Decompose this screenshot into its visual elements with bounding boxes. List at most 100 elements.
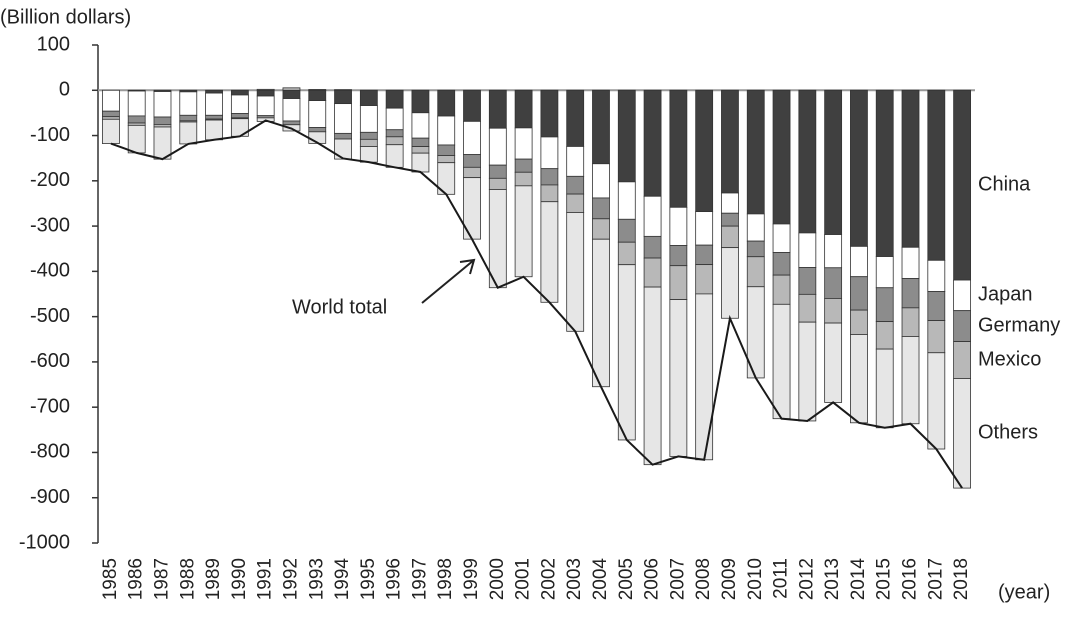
bar-segment <box>385 136 404 146</box>
bar-segment <box>695 264 714 295</box>
bar-segment <box>540 89 559 138</box>
bar-segment <box>385 129 404 138</box>
bar-segment <box>514 158 533 173</box>
bar-segment <box>359 89 378 106</box>
bar-segment <box>359 138 378 147</box>
bar-segment <box>669 299 688 457</box>
bar-segment <box>953 89 972 281</box>
bar-segment <box>308 127 327 133</box>
bar-segment <box>540 201 559 303</box>
bar-segment <box>153 91 172 118</box>
bar-segment <box>592 89 610 165</box>
y-tick-label: 100 <box>37 33 70 55</box>
y-tick-label: -500 <box>30 305 70 327</box>
bar-segment <box>901 336 920 425</box>
bar-segment <box>927 259 946 292</box>
bar-segment <box>385 144 404 168</box>
bar-segment <box>875 256 894 289</box>
bar-segment <box>566 193 585 213</box>
bar-segment <box>798 267 817 295</box>
bar-segment <box>359 105 378 133</box>
bar-segment <box>721 212 739 227</box>
bar-segment <box>772 303 791 420</box>
bar-segment <box>643 257 662 288</box>
bar-segment <box>746 89 765 215</box>
x-tick-label: 2012 <box>796 558 817 600</box>
bar-segment <box>643 195 662 237</box>
y-tick-label: -800 <box>30 441 70 463</box>
bar-segment <box>385 89 404 109</box>
bar-segment <box>617 264 636 441</box>
y-axis-label: (Billion dollars) <box>0 6 131 28</box>
bar-segment <box>850 334 868 424</box>
bar-segment <box>643 235 662 259</box>
x-tick-label: 2013 <box>822 558 843 600</box>
bar-segment <box>411 146 430 154</box>
bar-segment <box>695 89 714 213</box>
bar-segment <box>901 307 920 337</box>
x-tick-label: 2003 <box>564 558 585 600</box>
bar-segment <box>746 240 765 258</box>
bar-segment <box>540 168 559 186</box>
x-tick-label: 2014 <box>848 558 869 601</box>
x-tick-label: 2009 <box>719 558 740 600</box>
x-tick-label: 1999 <box>461 558 482 600</box>
x-tick-label: 2000 <box>487 558 508 600</box>
series-label: Mexico <box>978 348 1041 370</box>
bar-segment <box>230 94 249 114</box>
bar-segment <box>824 234 843 269</box>
bar-segment <box>617 218 636 243</box>
line-annotation: World total <box>292 296 387 318</box>
bar-segment <box>669 89 688 208</box>
bar-segment <box>953 279 972 312</box>
bar-segment <box>179 91 198 116</box>
bar-segment <box>592 197 610 220</box>
x-tick-label: 2002 <box>538 558 559 600</box>
bar-segment <box>824 322 843 403</box>
bar-segment <box>463 166 481 179</box>
x-tick-label: 1986 <box>126 558 147 600</box>
bar-segment <box>617 89 636 183</box>
bar-segment <box>850 89 868 247</box>
x-tick-label: 1997 <box>409 558 430 600</box>
bar-segment <box>230 113 249 119</box>
x-axis-label: (year) <box>998 581 1050 603</box>
bar-segment <box>359 146 378 163</box>
bar-segment <box>669 245 688 267</box>
bar-segment <box>850 245 868 278</box>
bar-segment <box>566 146 585 177</box>
bar-segment <box>127 124 146 154</box>
y-tick-label: -900 <box>30 486 70 508</box>
bar-segment <box>824 298 843 324</box>
bar-segment <box>824 267 843 299</box>
bar-segment <box>875 287 894 323</box>
bar-segment <box>463 89 481 122</box>
annotation-arrow <box>421 258 476 304</box>
x-tick-label: 2001 <box>513 558 534 600</box>
bar-segment <box>256 95 275 117</box>
bar-segment <box>334 89 352 91</box>
bar-segment <box>746 213 765 242</box>
bar-segment <box>721 225 739 249</box>
bar-segment <box>230 89 249 96</box>
x-tick-label: 2015 <box>874 558 895 600</box>
bar-segment <box>488 89 507 129</box>
bar-segment <box>927 320 946 354</box>
bar-segment <box>927 352 946 450</box>
x-tick-label: 1993 <box>306 558 327 600</box>
bar-segment <box>540 136 559 170</box>
series-label: Germany <box>978 314 1060 336</box>
bar-segment <box>695 293 714 461</box>
bar-segment <box>359 131 378 140</box>
bar-segment <box>798 293 817 323</box>
bar-segment <box>592 238 610 388</box>
bar-segment <box>308 89 327 101</box>
bar-segment <box>772 252 791 276</box>
bar-segment <box>205 119 223 141</box>
bar-segment <box>308 89 327 91</box>
bar-segment <box>514 185 533 278</box>
y-tick-label: -600 <box>30 350 70 372</box>
bar-segment <box>772 274 791 305</box>
bar-segment <box>127 90 146 117</box>
